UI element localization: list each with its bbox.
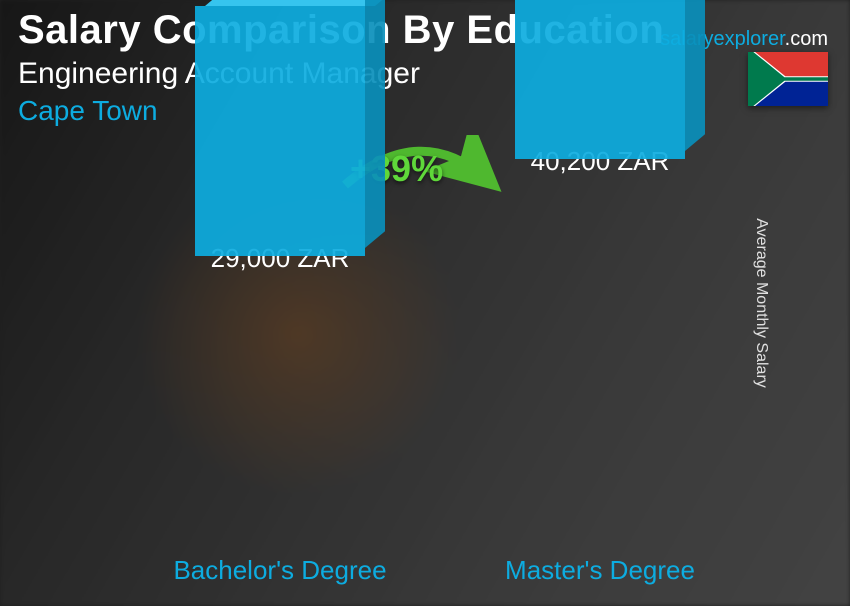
bar-side-face (365, 0, 385, 248)
bar-front-face (195, 6, 365, 256)
south-africa-flag-icon (748, 52, 828, 106)
content-layer: Salary Comparison By Education Engineeri… (0, 0, 850, 606)
bar-bachelors: 29,000 ZAR Bachelor's Degree (170, 296, 390, 586)
site-suffix: .com (785, 28, 828, 50)
bar-label: Bachelor's Degree (170, 555, 390, 586)
bar-front-face (515, 0, 685, 159)
chart-area: 29,000 ZAR Bachelor's Degree 40,200 ZAR … (0, 166, 850, 586)
bar-side-face (685, 0, 705, 151)
bar-label: Master's Degree (490, 555, 710, 586)
bar-masters: 40,200 ZAR Master's Degree (490, 199, 710, 586)
